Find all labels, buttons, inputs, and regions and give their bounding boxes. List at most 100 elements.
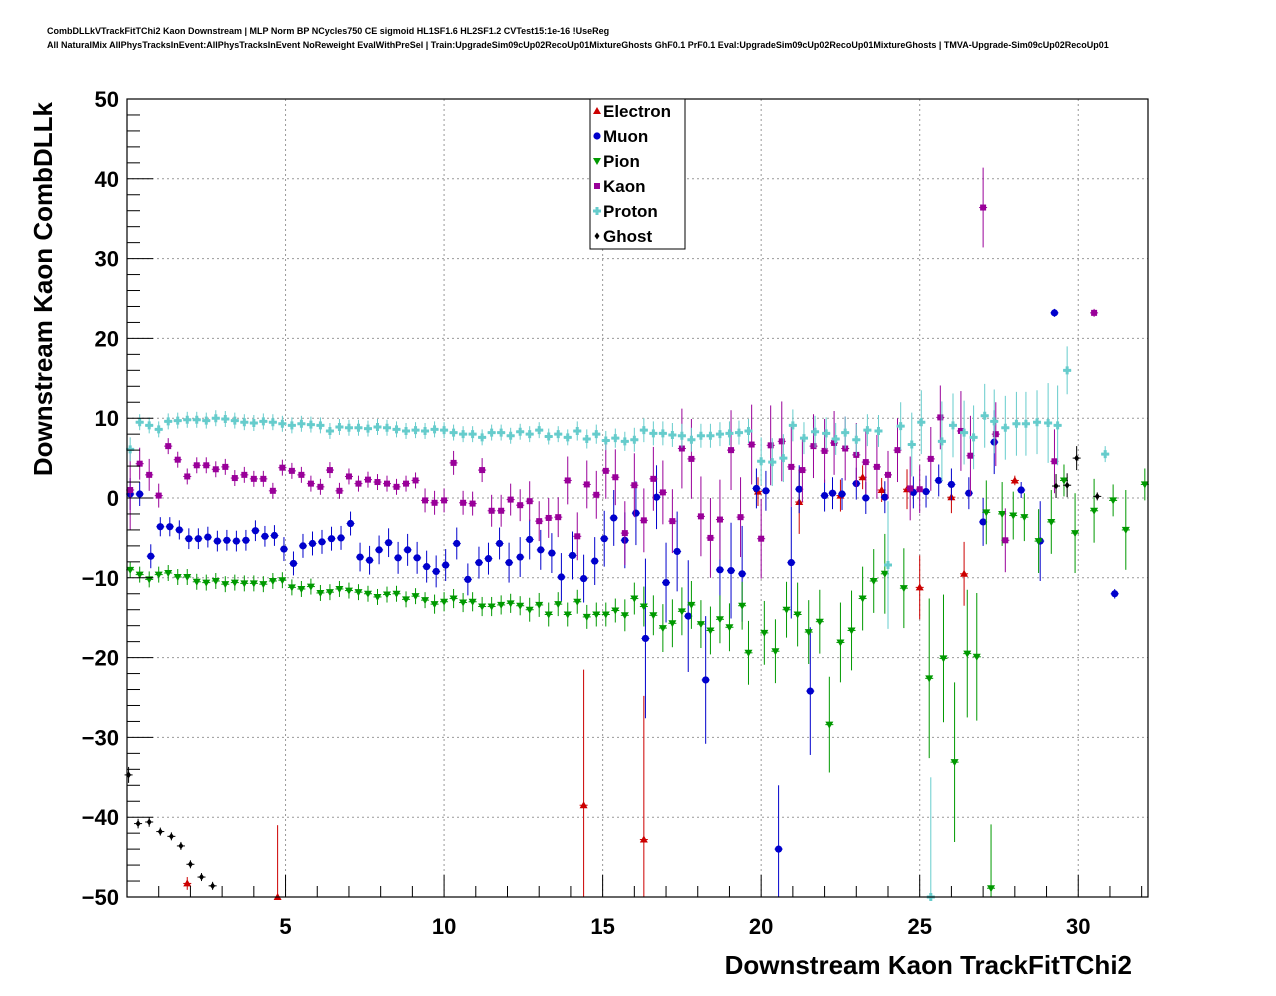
pion-point bbox=[202, 574, 211, 591]
pion-point bbox=[998, 482, 1007, 546]
proton-point bbox=[335, 418, 344, 435]
proton-marker bbox=[841, 428, 850, 437]
pion-point bbox=[497, 595, 506, 615]
pion-point bbox=[1071, 493, 1080, 574]
electron-point bbox=[639, 695, 648, 897]
pion-marker bbox=[925, 675, 934, 683]
proton-point bbox=[883, 501, 892, 629]
muon-marker bbox=[394, 554, 402, 562]
pion-marker bbox=[430, 601, 439, 609]
muon-point bbox=[505, 542, 514, 583]
legend-entry-pion: Pion bbox=[593, 152, 640, 171]
proton-marker bbox=[822, 429, 831, 438]
muon-point bbox=[165, 517, 174, 537]
electron-point bbox=[858, 465, 867, 490]
proton-point bbox=[211, 410, 220, 427]
series-muon bbox=[126, 308, 1119, 897]
kaon-marker bbox=[967, 452, 974, 459]
pion-point bbox=[847, 590, 856, 671]
muon-point bbox=[279, 537, 288, 562]
kaon-marker bbox=[1051, 458, 1058, 465]
kaon-marker bbox=[526, 498, 533, 505]
pion-marker bbox=[335, 585, 344, 593]
pion-marker bbox=[221, 581, 230, 589]
ghost-marker bbox=[135, 820, 141, 828]
pion-point bbox=[782, 581, 791, 638]
pion-marker bbox=[630, 595, 639, 603]
proton-marker bbox=[497, 428, 506, 437]
pion-marker bbox=[259, 581, 268, 589]
muon-marker bbox=[251, 527, 260, 535]
y-axis-title: Downstream Kaon CombDLLk bbox=[28, 101, 58, 476]
proton-marker bbox=[154, 425, 163, 434]
muon-marker bbox=[662, 578, 670, 587]
proton-point bbox=[658, 421, 667, 446]
muon-point bbox=[365, 545, 374, 575]
electron-point bbox=[273, 825, 282, 900]
pion-point bbox=[573, 589, 582, 614]
kaon-marker bbox=[517, 502, 524, 509]
electron-point bbox=[960, 541, 969, 606]
pion-point bbox=[880, 533, 889, 614]
muon-point bbox=[175, 520, 184, 540]
kaon-marker bbox=[583, 481, 590, 488]
proton-point bbox=[411, 422, 420, 439]
proton-point bbox=[287, 417, 296, 434]
kaon-point bbox=[601, 442, 610, 499]
kaon-point bbox=[392, 478, 401, 495]
muon-point bbox=[880, 481, 889, 514]
muon-point bbox=[413, 541, 422, 574]
pion-point bbox=[639, 586, 648, 627]
kaon-point bbox=[506, 483, 515, 516]
kaon-marker bbox=[810, 443, 817, 450]
pion-marker bbox=[535, 601, 544, 609]
pion-marker bbox=[306, 583, 315, 591]
proton-marker bbox=[135, 418, 144, 427]
kaon-marker bbox=[288, 467, 295, 474]
muon-point bbox=[251, 520, 260, 542]
proton-point bbox=[1063, 346, 1072, 395]
kaon-marker bbox=[384, 480, 391, 487]
proton-marker bbox=[779, 454, 788, 463]
proton-marker bbox=[221, 414, 230, 423]
muon-marker bbox=[526, 535, 534, 544]
pion-point bbox=[154, 566, 163, 583]
muon-marker bbox=[185, 535, 193, 543]
pion-point bbox=[325, 584, 334, 601]
proton-marker bbox=[744, 426, 753, 435]
proton-point bbox=[297, 415, 306, 432]
proton-marker bbox=[411, 426, 420, 435]
proton-point bbox=[392, 421, 401, 438]
proton-point bbox=[668, 422, 677, 447]
proton-point bbox=[202, 412, 211, 429]
kaon-marker bbox=[927, 455, 934, 462]
proton-point bbox=[611, 428, 620, 448]
muon-point bbox=[673, 511, 682, 592]
muon-marker bbox=[346, 519, 355, 528]
proton-marker bbox=[278, 419, 287, 428]
kaon-point bbox=[747, 404, 756, 485]
electron-point bbox=[915, 555, 924, 620]
pion-marker bbox=[1140, 481, 1149, 489]
muon-marker bbox=[242, 536, 250, 544]
muon-marker bbox=[213, 537, 221, 545]
muon-marker bbox=[484, 555, 493, 563]
muon-point bbox=[308, 531, 317, 556]
muon-marker bbox=[318, 538, 326, 546]
kaon-marker bbox=[862, 459, 869, 466]
muon-marker bbox=[862, 494, 870, 502]
proton-marker bbox=[459, 430, 468, 439]
pion-marker bbox=[601, 611, 610, 619]
proton-marker bbox=[506, 431, 515, 440]
pion-marker bbox=[687, 601, 696, 609]
proton-marker bbox=[335, 422, 344, 431]
proton-point bbox=[240, 414, 249, 431]
kaon-point bbox=[893, 418, 902, 483]
muon-marker bbox=[716, 566, 724, 574]
muon-point bbox=[964, 477, 973, 510]
proton-marker bbox=[383, 423, 392, 432]
pion-marker bbox=[760, 629, 769, 637]
proton-point bbox=[487, 424, 496, 441]
muon-point bbox=[536, 529, 545, 570]
pion-marker bbox=[677, 608, 686, 616]
